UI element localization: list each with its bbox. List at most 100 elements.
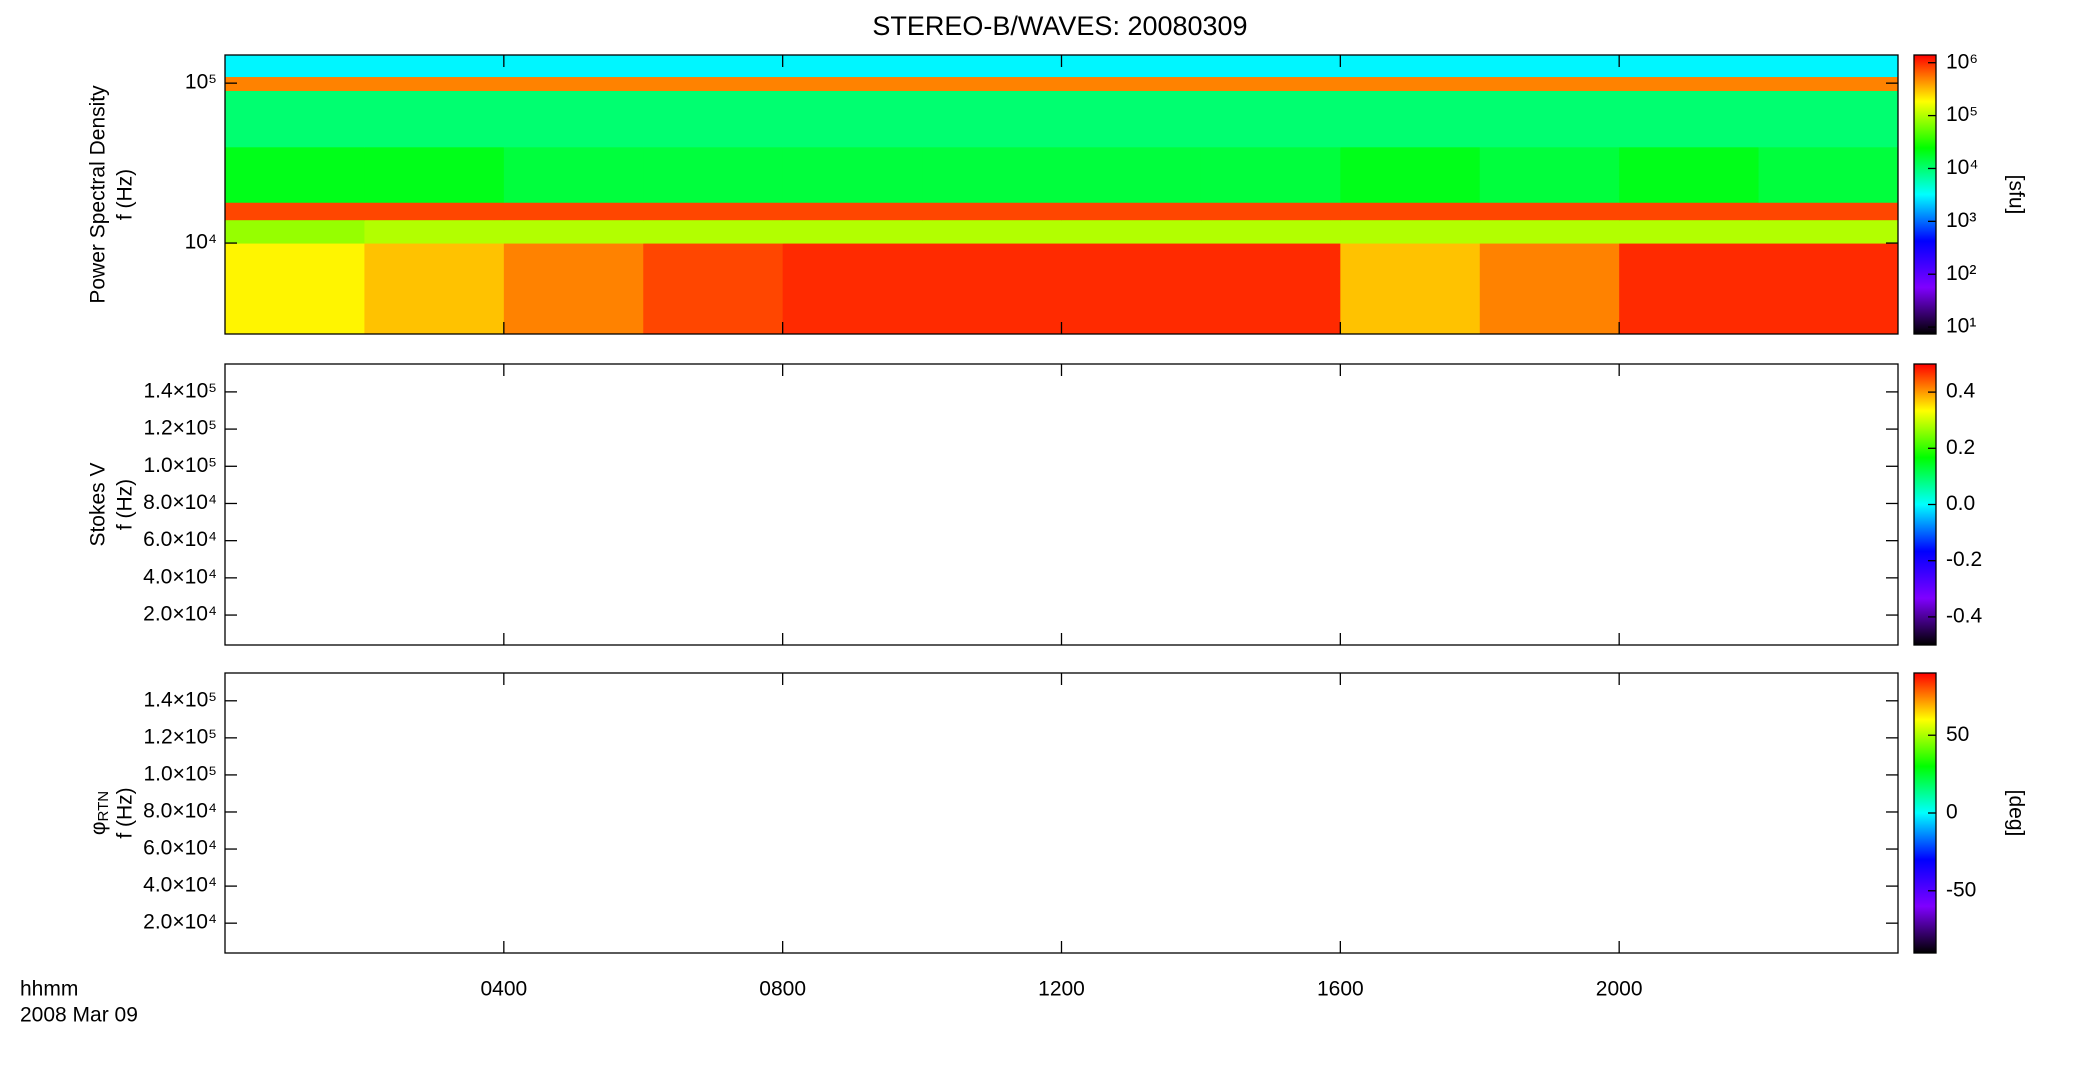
x-tick-label: 0400 bbox=[480, 978, 527, 1001]
heatmap-cell bbox=[1479, 202, 1620, 221]
heatmap-cell bbox=[225, 55, 365, 78]
heatmap-cell bbox=[364, 90, 505, 148]
heatmap-cell bbox=[364, 146, 505, 203]
colorbar-tick-label: 10³ bbox=[1946, 209, 1976, 232]
heatmap-cell bbox=[1619, 219, 1760, 244]
heatmap-cell bbox=[922, 76, 1062, 91]
y-tick-label: 2.0×10⁴ bbox=[143, 911, 217, 934]
heatmap-cell bbox=[782, 146, 923, 203]
colorbar-tick-label: 0.0 bbox=[1946, 492, 1975, 515]
y-axis-label: Stokes V bbox=[87, 462, 110, 546]
heatmap-cell bbox=[782, 202, 923, 221]
heatmap-cell bbox=[1479, 243, 1620, 335]
x-axis-label: hhmm bbox=[20, 978, 78, 1001]
y-axis-label-symbol: φ bbox=[87, 821, 110, 835]
heatmap-cell bbox=[1758, 55, 1899, 78]
colorbar-label: [sfu] bbox=[2004, 175, 2027, 215]
y-axis-label: Power Spectral Density bbox=[87, 85, 110, 304]
heatmap-cell bbox=[1200, 55, 1341, 78]
heatmap-cell bbox=[922, 90, 1062, 148]
heatmap-cell bbox=[1758, 76, 1899, 91]
colorbar-label: [deg] bbox=[2004, 790, 2027, 837]
heatmap-cell bbox=[1200, 90, 1341, 148]
heatmap-cell bbox=[1061, 90, 1202, 148]
heatmap-cell bbox=[1061, 219, 1202, 244]
heatmap-cell bbox=[1758, 90, 1899, 148]
heatmap-cell bbox=[922, 146, 1062, 203]
colorbar-tick-label: 0.2 bbox=[1946, 436, 1975, 459]
colorbar-tick-label: 10¹ bbox=[1946, 315, 1976, 338]
heatmap-cell bbox=[503, 146, 644, 203]
colorbar-tick-label: 10² bbox=[1946, 262, 1976, 285]
heatmap-cell bbox=[225, 243, 365, 335]
plot-frame bbox=[224, 672, 1899, 954]
heatmap-cell bbox=[1061, 202, 1202, 221]
heatmap-cell bbox=[922, 243, 1062, 335]
colorbar-tick-label: -0.2 bbox=[1946, 548, 1982, 571]
colorbar-tick-label: 10⁶ bbox=[1946, 50, 1978, 73]
heatmap-cell bbox=[503, 90, 644, 148]
heatmap-cell bbox=[643, 146, 784, 203]
heatmap-cell bbox=[782, 90, 923, 148]
y-tick-label: 2.0×10⁴ bbox=[143, 603, 217, 626]
y-axis-label-subscript: RTN bbox=[95, 791, 112, 822]
heatmap-cell bbox=[643, 243, 784, 335]
heatmap-cell bbox=[503, 55, 644, 78]
heatmap-cell bbox=[364, 219, 505, 244]
heatmap-cell bbox=[922, 202, 1062, 221]
y-tick-label: 1.4×10⁵ bbox=[143, 379, 217, 402]
heatmap-cell bbox=[1200, 243, 1341, 335]
heatmap-cell bbox=[503, 219, 644, 244]
heatmap-cell bbox=[643, 219, 784, 244]
heatmap-cell bbox=[1479, 219, 1620, 244]
colorbar-tick-label: 0.4 bbox=[1946, 380, 1976, 403]
heatmap-cell bbox=[782, 55, 923, 78]
heatmap-cell bbox=[1619, 146, 1760, 203]
heatmap-cell bbox=[364, 202, 505, 221]
heatmap-cell bbox=[503, 202, 644, 221]
colorbar-tick-label: 10⁴ bbox=[1946, 156, 1978, 179]
date-label: 2008 Mar 09 bbox=[20, 1004, 138, 1027]
y-axis-label: f (Hz) bbox=[114, 169, 137, 220]
y-tick-label: 8.0×10⁴ bbox=[143, 800, 217, 823]
heatmap-cell bbox=[1200, 146, 1341, 203]
heatmap-cell bbox=[1479, 55, 1620, 78]
heatmap-cell bbox=[1061, 76, 1202, 91]
heatmap-cell bbox=[782, 243, 923, 335]
heatmap-cell bbox=[1340, 90, 1481, 148]
x-tick-label: 2000 bbox=[1596, 978, 1643, 1001]
heatmap-cell bbox=[1340, 202, 1481, 221]
colorbar-tick-label: 50 bbox=[1946, 723, 1969, 746]
heatmap-cell bbox=[1619, 243, 1760, 335]
heatmap-cell bbox=[643, 202, 784, 221]
y-tick-label: 1.2×10⁵ bbox=[143, 417, 217, 440]
heatmap-cell bbox=[503, 243, 644, 335]
plot-frame bbox=[224, 363, 1899, 646]
heatmap-cell bbox=[225, 202, 365, 221]
heatmap-cell bbox=[1340, 55, 1481, 78]
y-tick-label: 1.2×10⁵ bbox=[143, 725, 217, 748]
y-axis-label: f (Hz) bbox=[114, 787, 137, 838]
heatmap-cell bbox=[1200, 76, 1341, 91]
y-tick-label: 1.0×10⁵ bbox=[143, 454, 217, 477]
heatmap-cell bbox=[922, 55, 1062, 78]
colorbar-tick-label: 0 bbox=[1946, 801, 1958, 824]
heatmap-cell bbox=[1619, 76, 1760, 91]
heatmap-cell bbox=[1340, 146, 1481, 203]
heatmap-cell bbox=[1061, 55, 1202, 78]
heatmap-cell bbox=[1758, 146, 1899, 203]
colorbar bbox=[1913, 54, 1937, 335]
heatmap-cell bbox=[1061, 243, 1202, 335]
heatmap-cell bbox=[1479, 90, 1620, 148]
heatmap-cell bbox=[1619, 55, 1760, 78]
heatmap-cell bbox=[643, 76, 784, 91]
colorbar-tick-label: 10⁵ bbox=[1946, 103, 1978, 126]
y-tick-label: 10⁴ bbox=[185, 231, 217, 254]
heatmap-cell bbox=[922, 219, 1062, 244]
heatmap-cell bbox=[1200, 219, 1341, 244]
heatmap-cell bbox=[1061, 146, 1202, 203]
x-tick-label: 0800 bbox=[759, 978, 806, 1001]
heatmap-cell bbox=[1619, 90, 1760, 148]
y-tick-label: 1.0×10⁵ bbox=[143, 762, 217, 785]
heatmap-cell bbox=[1479, 146, 1620, 203]
